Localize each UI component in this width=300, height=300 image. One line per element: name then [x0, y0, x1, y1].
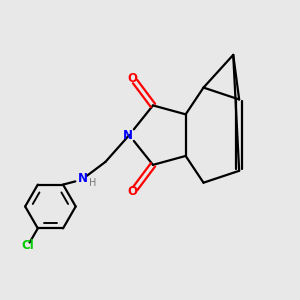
Text: N: N [123, 129, 133, 142]
Text: Cl: Cl [22, 238, 34, 252]
Text: H: H [89, 178, 97, 188]
Text: O: O [127, 185, 137, 198]
Text: N: N [78, 172, 88, 185]
Text: O: O [127, 72, 137, 85]
